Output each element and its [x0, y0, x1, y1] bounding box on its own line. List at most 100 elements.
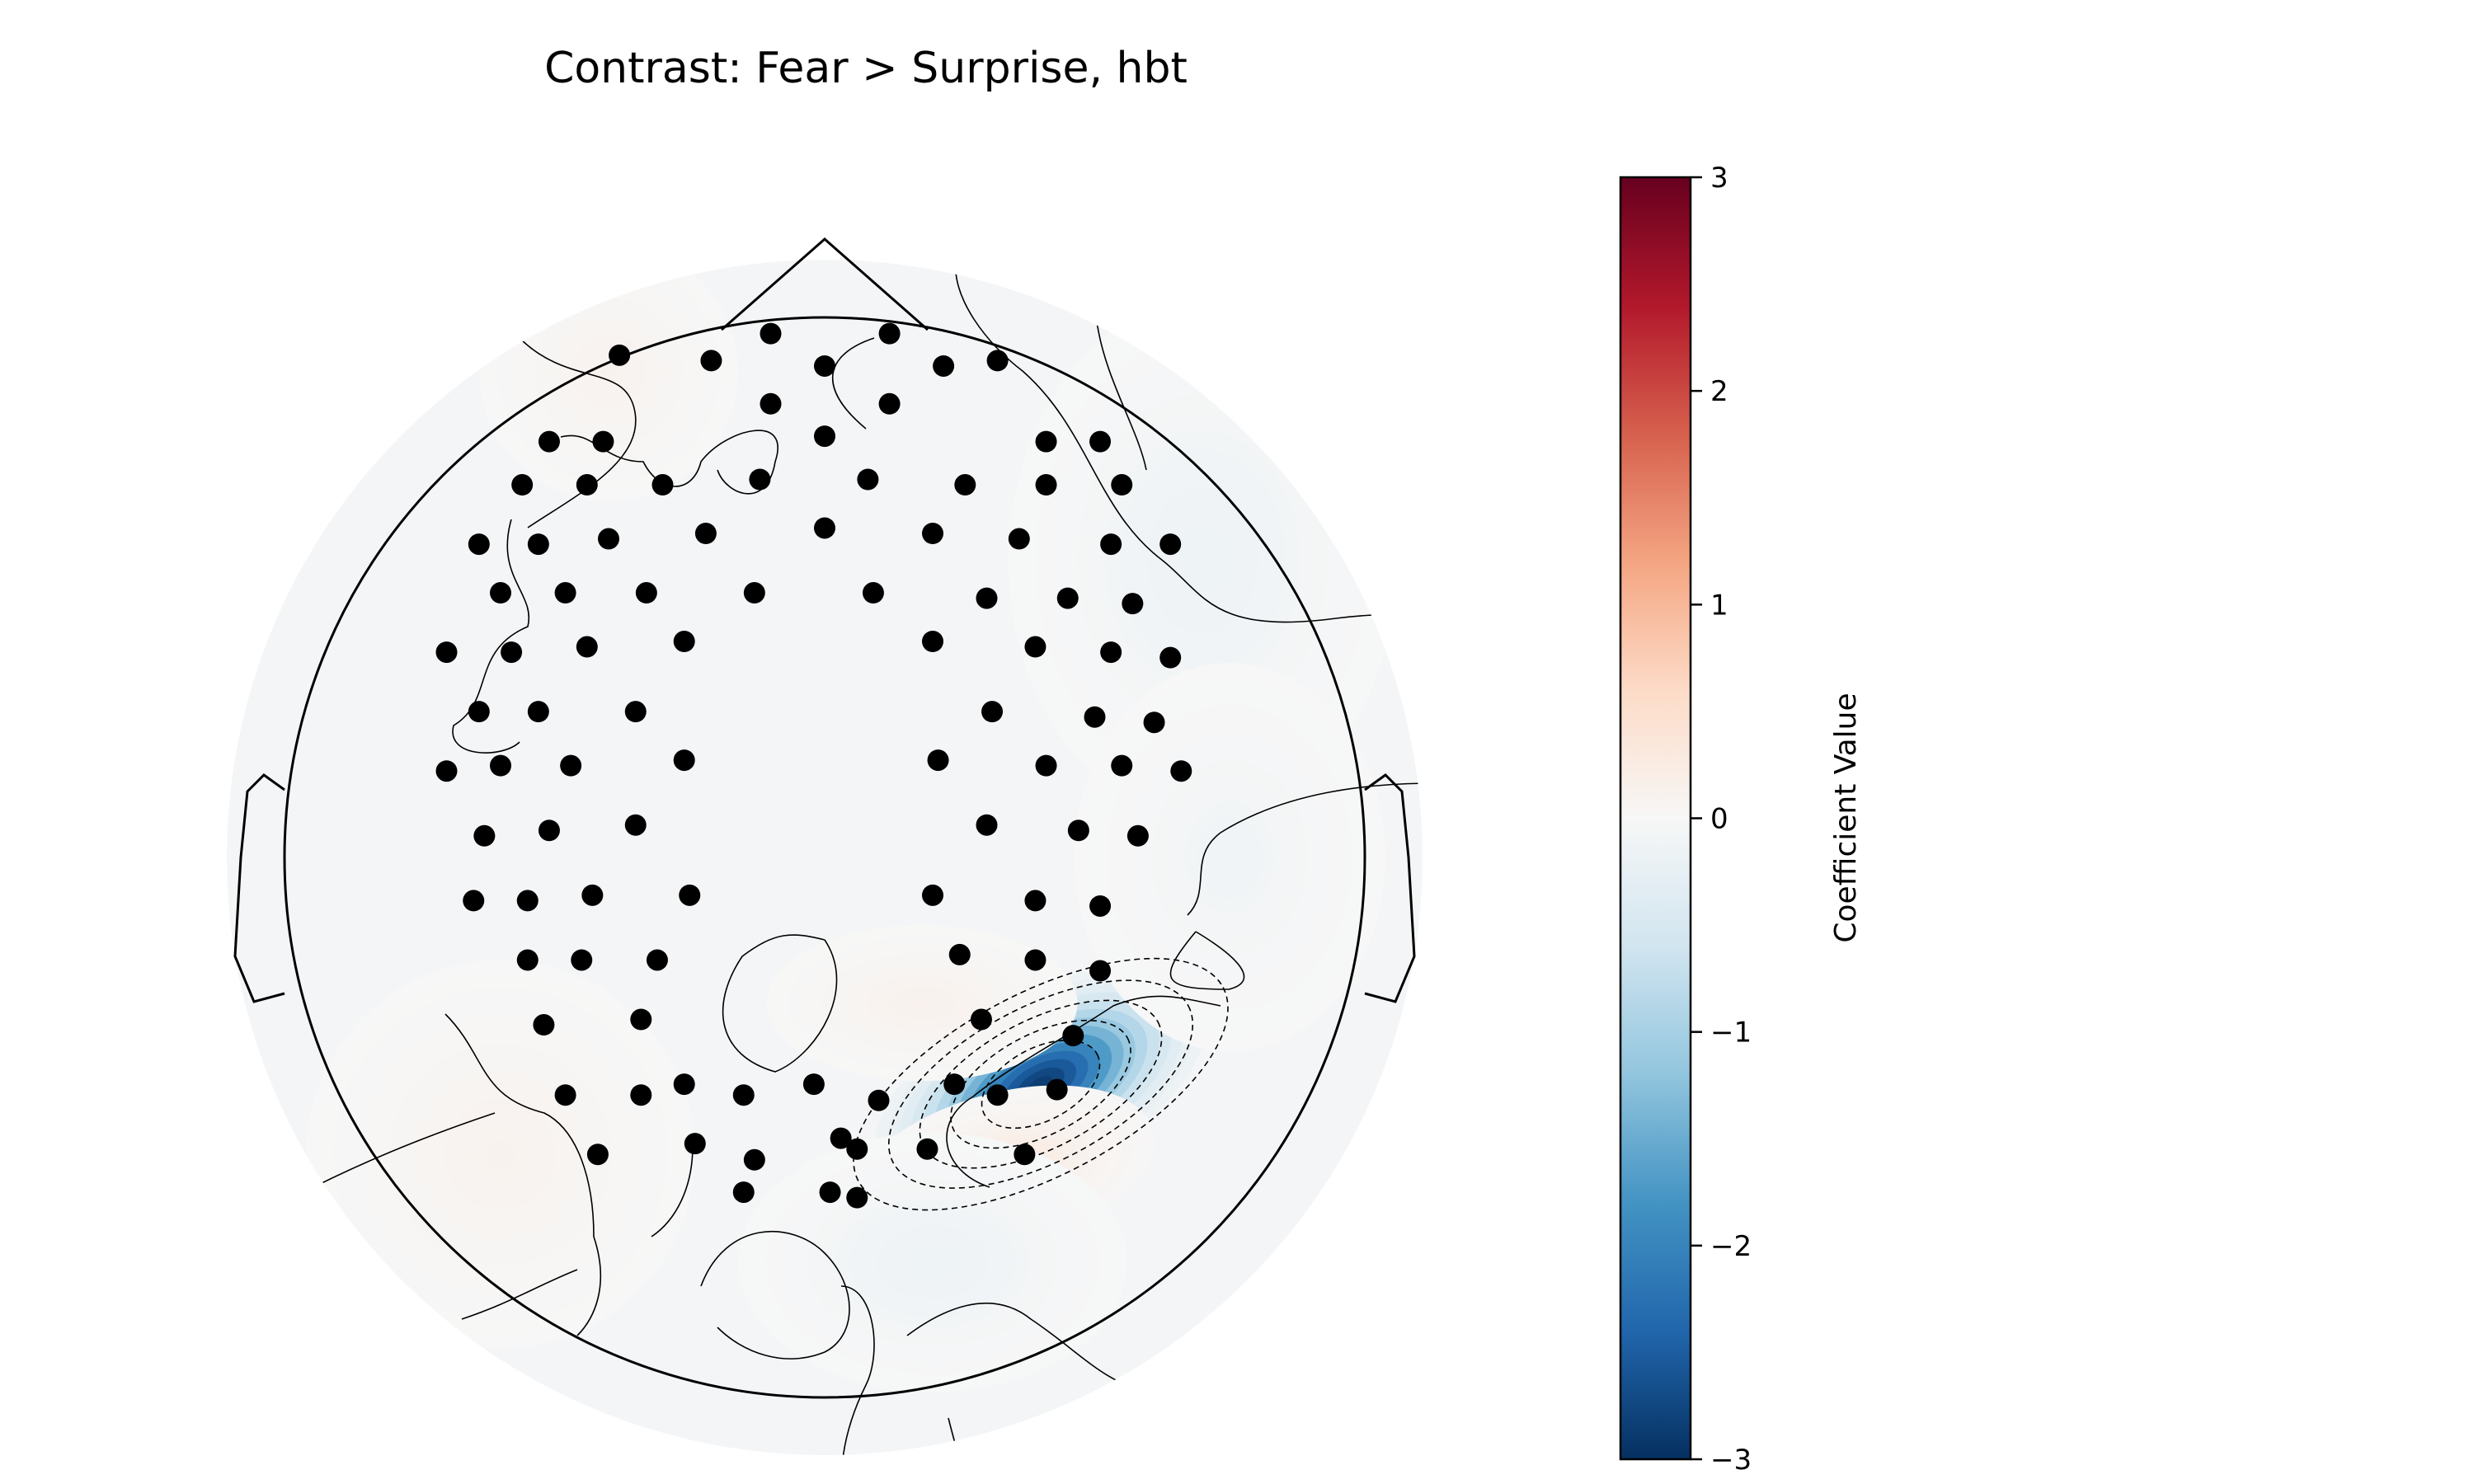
sensor-dot — [501, 641, 523, 664]
sensor-dot — [878, 392, 901, 415]
sensor-dot — [976, 587, 998, 609]
sensor-dot — [490, 582, 511, 604]
colorbar-tick-label: −3 — [1710, 1444, 1752, 1477]
sensor-dot — [435, 641, 458, 664]
sensor-dot — [560, 754, 582, 777]
sensor-dot — [814, 425, 835, 448]
sensor-dot — [624, 701, 647, 723]
sensor-dot — [1008, 528, 1030, 550]
sensor-dot — [673, 749, 695, 772]
sensor-dot — [749, 468, 771, 491]
right-ear — [1364, 773, 1416, 1003]
head-outline — [233, 237, 1416, 1399]
contour-zero — [700, 1230, 850, 1360]
field-blob — [738, 1133, 1127, 1392]
sensor-dot — [1035, 754, 1057, 777]
sensor-dot — [646, 949, 668, 971]
sensor-dot — [1159, 533, 1182, 556]
sensor-dot — [1046, 1078, 1068, 1101]
chart-title: Contrast: Fear > Surprise, hbt — [544, 44, 1188, 93]
contour-zero — [1096, 321, 1147, 471]
sensor-dot — [598, 528, 619, 550]
sensor-dot — [527, 701, 549, 723]
sensor-dot — [673, 1073, 695, 1096]
sensor-dot — [986, 1084, 1009, 1106]
sensor-dot — [1056, 587, 1079, 609]
sensor-dot — [1035, 474, 1057, 496]
sensor-dot — [732, 1181, 755, 1204]
sensor-dot — [868, 1089, 890, 1111]
contour-zero — [832, 337, 875, 430]
sensor-dot — [1100, 533, 1122, 556]
sensor-dot — [814, 517, 835, 539]
sensor-dot — [830, 1127, 852, 1149]
contour-zero — [954, 260, 1423, 623]
sensor-dot — [814, 355, 835, 377]
sensor-dot — [533, 1014, 555, 1036]
sensor-dot — [630, 1008, 652, 1031]
sensor-dot — [1089, 960, 1112, 982]
sensor-dot — [1111, 754, 1133, 777]
sensor-dot — [435, 760, 458, 782]
sensor-dot — [846, 1186, 868, 1209]
sensor-dot — [592, 430, 614, 453]
sensor-dot — [1024, 636, 1047, 658]
sensor-markers — [435, 322, 1192, 1209]
sensor-dot — [948, 943, 971, 965]
sensor-dot — [819, 1181, 841, 1204]
sensor-dot — [538, 430, 560, 453]
head-circle — [283, 316, 1366, 1399]
sensor-dot — [576, 474, 598, 496]
nose — [721, 237, 929, 331]
sensor-dot — [1122, 593, 1144, 615]
sensor-dot — [1126, 824, 1149, 847]
left-ear — [233, 773, 285, 1003]
sensor-dot — [679, 884, 701, 906]
sensor-dot — [922, 631, 943, 652]
contour-zero — [313, 1112, 496, 1188]
sensor-dot — [624, 814, 647, 836]
sensor-dot — [516, 890, 539, 912]
sensor-dot — [468, 701, 490, 723]
sensor-dot — [635, 582, 657, 604]
sensor-dot — [1024, 949, 1047, 971]
colorbar-label: Coefficient Value — [1829, 693, 1863, 942]
sensor-dot — [538, 819, 560, 842]
sensor-dot — [1062, 1025, 1084, 1047]
sensor-dot — [473, 824, 496, 847]
sensor-dot — [1014, 1144, 1036, 1166]
sensor-dot — [743, 582, 765, 604]
sensor-dot — [1024, 890, 1047, 912]
colorbar-tick-label: −1 — [1710, 1017, 1752, 1050]
sensor-dot — [586, 1144, 609, 1166]
sensor-dot — [862, 582, 884, 604]
field-blob — [1074, 663, 1385, 1052]
colorbar-tick-label: −2 — [1710, 1230, 1752, 1263]
sensor-dot — [1143, 711, 1165, 734]
sensor-dot — [922, 884, 943, 906]
sensor-dot — [927, 749, 949, 772]
contour-zero — [946, 995, 1221, 1188]
sensor-dot — [922, 523, 943, 544]
contour-zero — [560, 430, 778, 495]
sensor-dot — [1089, 895, 1112, 917]
sensor-dot — [943, 1073, 966, 1096]
sensor-dot — [1111, 474, 1133, 496]
contour-zero — [1187, 782, 1423, 916]
colorbar-gradient — [1619, 176, 1692, 1461]
field-blob — [766, 925, 1078, 1082]
sensor-dot — [732, 1084, 755, 1106]
sensor-dot — [694, 523, 717, 544]
sensor-dot — [468, 533, 490, 556]
sensor-dot — [760, 392, 782, 415]
contour-zero — [840, 1285, 875, 1455]
contour-zero — [948, 1417, 966, 1455]
sensor-dot — [976, 814, 998, 836]
sensor-dot — [511, 474, 534, 496]
sensor-dot — [571, 949, 593, 971]
sensor-dot — [933, 355, 955, 377]
sensor-dot — [1159, 646, 1182, 669]
sensor-dot — [916, 1138, 938, 1160]
colorbar-tick-label: 0 — [1710, 803, 1729, 836]
